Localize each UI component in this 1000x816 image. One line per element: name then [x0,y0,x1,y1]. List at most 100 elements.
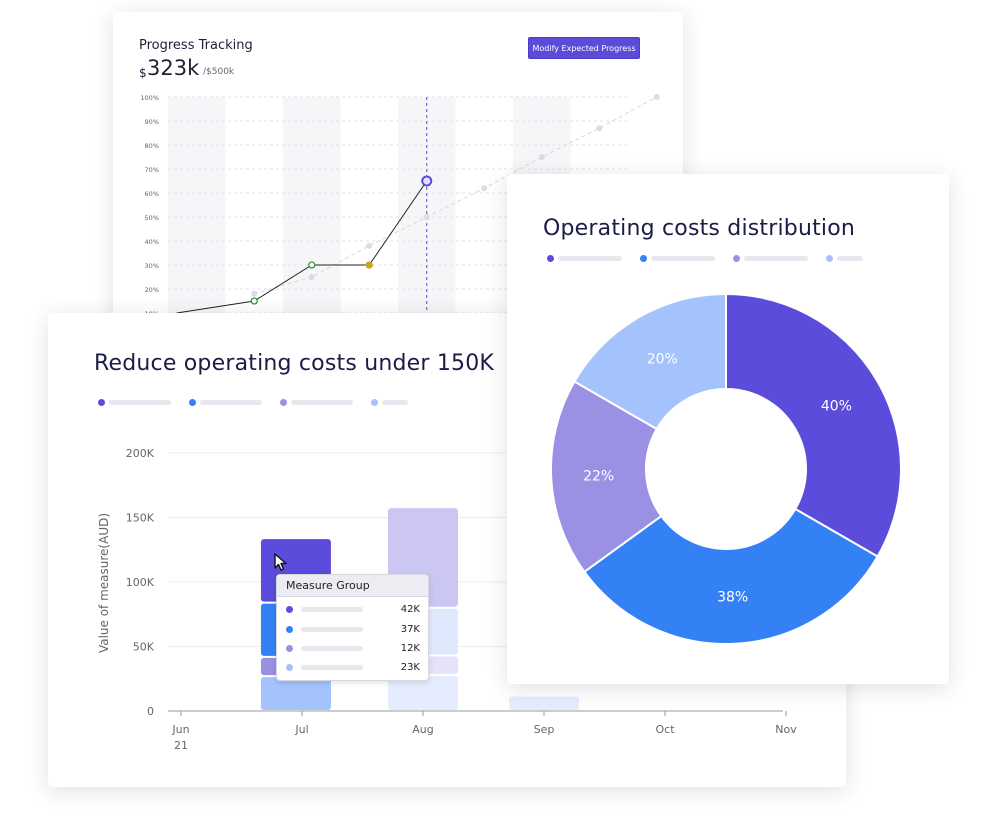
legend-item[interactable] [98,399,171,406]
measure-group-tooltip: Measure Group 42K 37K 12K 23K [276,574,429,681]
x-tick-label: Aug [412,723,433,736]
tooltip-value: 37K [400,623,420,635]
expected-point [251,290,258,297]
expected-progress-line [254,96,657,295]
reduce-costs-title: Reduce operating costs under 150K [94,351,495,376]
donut-slice [583,507,879,645]
y-tick-label: 40% [145,238,159,246]
bar-segment [260,677,331,710]
legend-item[interactable] [547,255,622,262]
tooltip-title: Measure Group [277,575,428,597]
currency-symbol: $ [139,66,147,80]
slice-label: 22% [583,469,614,485]
tooltip-row: 23K [286,661,420,673]
y-tick-label: 70% [145,166,159,174]
tooltip-label-placeholder [301,626,363,632]
donut-chart: 40% 38% 22% 20% [550,292,902,645]
actual-point [365,261,373,269]
y-axis-label: Value of measure(AUD) [97,513,111,653]
y-tick-label: 50K [133,641,155,654]
tooltip-label-placeholder [301,664,363,670]
y-tick-label: 60% [145,190,159,198]
legend-label-placeholder [744,256,808,261]
expected-point [538,154,545,160]
y-tick-label: 30% [145,262,159,270]
legend-label-placeholder [382,400,408,405]
legend-item[interactable] [733,255,808,262]
reduce-costs-legend [98,399,408,406]
actual-point [308,261,316,269]
y-tick-label: 150K [126,512,155,525]
legend-dot [280,399,287,406]
tooltip-value: 23K [400,661,420,673]
legend-item[interactable] [826,255,863,262]
x-tick-label: Sep [534,723,555,736]
expected-point [308,274,315,280]
legend-item[interactable] [640,255,715,262]
tooltip-label-placeholder [301,606,363,612]
tooltip-row: 42K [286,603,420,615]
progress-line-chart: 100%90%80%70%60%50%40%30%20%10% [140,94,660,337]
x-tick-label: Nov [775,723,797,736]
legend-label-placeholder [291,400,353,405]
x-tick-label: 21 [174,739,188,752]
y-tick-label: 20% [145,286,159,294]
progress-target: /$500k [203,67,235,77]
slice-label: 20% [647,352,678,368]
x-tick-label: Jul [294,723,308,736]
column-band [168,97,226,337]
tooltip-dot [286,644,293,652]
y-tick-label: 100% [140,94,159,102]
actual-point [421,175,433,187]
modify-expected-progress-button[interactable]: Modify Expected Progress [528,37,640,59]
legend-item[interactable] [280,399,353,406]
legend-label-placeholder [109,400,171,405]
donut-slice [573,292,727,431]
y-tick-label: 0 [147,705,154,718]
legend-item[interactable] [189,399,262,406]
expected-point [366,242,373,249]
y-tick-label: 50% [145,214,159,222]
progress-title: Progress Tracking [139,38,253,53]
y-tick-label: 200K [126,447,155,460]
expected-point [423,214,430,220]
legend-label-placeholder [200,400,262,405]
tooltip-dot [286,625,293,633]
tooltip-value: 42K [400,603,420,615]
legend-dot [371,399,378,406]
donut-slice [550,380,663,574]
legend-label-placeholder [558,256,622,261]
legend-dot [547,255,554,262]
y-tick-label: 80% [145,142,159,150]
mouse-pointer-icon [274,553,287,571]
legend-item[interactable] [371,399,408,406]
actual-point [250,297,258,305]
x-tick-label: Oct [655,723,675,736]
tooltip-dot [286,605,293,613]
tooltip-dot [286,663,293,671]
expected-point [481,185,488,192]
legend-dot [826,255,833,262]
legend-dot [98,399,105,406]
expected-point [596,125,603,132]
x-tick-label: Jun [171,723,189,736]
slice-label: 40% [821,398,852,414]
tooltip-label-placeholder [301,645,363,651]
legend-dot [189,399,196,406]
expected-point [653,94,660,100]
y-tick-label: 100K [126,576,155,589]
bar-segment [388,675,458,710]
legend-label-placeholder [837,256,863,261]
tooltip-value: 12K [400,642,420,654]
legend-dot [640,255,647,262]
legend-dot [733,255,740,262]
distribution-legend [547,255,863,262]
tooltip-row: 12K [286,642,420,654]
progress-value: 323k [147,56,200,80]
distribution-title: Operating costs distribution [543,216,856,241]
bar-segment [509,696,579,710]
tooltip-row: 37K [286,623,420,635]
legend-label-placeholder [651,256,715,261]
distribution-card: Operating costs distribution 40% 38% 22% 20… [507,174,949,684]
donut-slice [725,292,902,558]
